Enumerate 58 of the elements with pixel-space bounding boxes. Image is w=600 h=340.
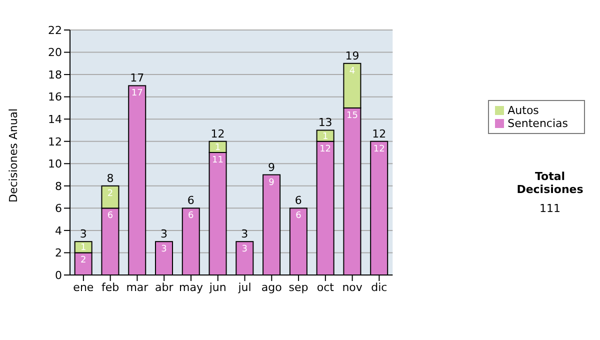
text: Total Decisiones bbox=[516, 170, 584, 196]
data-label: 1 bbox=[214, 142, 221, 153]
y-tick-label: 6 bbox=[55, 202, 62, 216]
data-label: 9 bbox=[268, 178, 275, 188]
x-tick-label: may bbox=[179, 280, 204, 294]
data-label: 12 bbox=[320, 144, 332, 154]
y-tick-label: 4 bbox=[55, 224, 62, 238]
data-label: 6 bbox=[107, 211, 114, 222]
data-label: 3 bbox=[242, 244, 248, 255]
y-axis-title: Decisiones Anual bbox=[6, 108, 20, 202]
total-label: 12 bbox=[372, 127, 386, 140]
data-label: 12 bbox=[373, 144, 385, 154]
y-tick-label: 22 bbox=[48, 24, 62, 37]
legend-label: Sentencias bbox=[508, 117, 568, 130]
total-label: 6 bbox=[294, 194, 302, 208]
x-tick-label: ene bbox=[73, 280, 94, 294]
y-tick-label: 10 bbox=[48, 158, 62, 171]
x-tick-label: jul bbox=[237, 280, 252, 294]
y-tick-label: 14 bbox=[48, 112, 62, 126]
data-label: 6 bbox=[188, 211, 194, 222]
text: 111 bbox=[538, 202, 562, 215]
data-label: 15 bbox=[346, 110, 358, 121]
x-tick-label: nov bbox=[342, 280, 363, 294]
data-label: 1 bbox=[80, 243, 86, 254]
y-tick-label: 0 bbox=[55, 268, 62, 282]
total-label: 6 bbox=[187, 194, 194, 208]
total-label: 19 bbox=[345, 49, 360, 62]
data-label: 6 bbox=[296, 211, 302, 222]
total-label: 9 bbox=[268, 160, 276, 174]
data-label: 3 bbox=[161, 244, 167, 255]
x-tick-label: ago bbox=[261, 280, 282, 294]
data-label: 2 bbox=[80, 256, 86, 266]
total-label: 12 bbox=[210, 127, 225, 140]
y-tick-label: 20 bbox=[48, 46, 62, 60]
x-tick-label: abr bbox=[154, 280, 174, 294]
data-label: 4 bbox=[349, 66, 356, 76]
total-label: 13 bbox=[318, 116, 332, 130]
x-tick-label: mar bbox=[126, 280, 149, 294]
data-label: 1 bbox=[322, 132, 328, 142]
y-tick-label: 18 bbox=[48, 68, 62, 82]
total-label: 3 bbox=[241, 228, 248, 241]
legend-label: Autos bbox=[508, 104, 539, 117]
total-label: 8 bbox=[106, 172, 114, 185]
total-label: 3 bbox=[80, 228, 87, 241]
x-tick-label: sep bbox=[288, 280, 308, 294]
total-label: 3 bbox=[160, 228, 168, 241]
x-tick-label: oct bbox=[316, 280, 335, 294]
total-label: 17 bbox=[130, 72, 144, 85]
y-tick-label: 8 bbox=[55, 180, 62, 193]
x-tick-label: dic bbox=[371, 280, 388, 294]
x-tick-label: jun bbox=[208, 280, 226, 294]
y-tick-label: 12 bbox=[48, 135, 62, 148]
data-label: 2 bbox=[107, 188, 114, 199]
data-label: 17 bbox=[131, 88, 143, 99]
data-label: 11 bbox=[212, 156, 224, 166]
x-tick-label: feb bbox=[102, 280, 120, 294]
y-tick-label: 2 bbox=[55, 246, 62, 260]
y-tick-label: 16 bbox=[48, 90, 62, 104]
